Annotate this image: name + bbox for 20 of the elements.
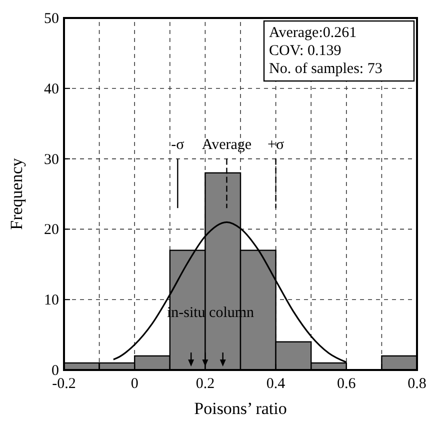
ref-line-label: -σ <box>171 136 184 153</box>
y-axis-title: Frequency <box>7 158 26 230</box>
y-tick-label: 20 <box>44 222 59 238</box>
x-tick-label: 0.8 <box>408 376 426 392</box>
ref-line-label: Average <box>202 136 252 153</box>
x-tick-label: -0.2 <box>52 376 76 392</box>
y-tick-label: 40 <box>44 81 59 98</box>
y-tick-label: 30 <box>44 152 59 168</box>
ref-line-label: +σ <box>268 136 284 153</box>
x-tick-label: 0.2 <box>196 376 215 392</box>
x-tick-label: 0 <box>130 376 138 392</box>
x-tick-label: 0.6 <box>337 376 356 392</box>
y-tick-label: 10 <box>44 292 59 309</box>
y-tick-label: 0 <box>52 363 59 379</box>
annotation: COV: 0.139 <box>269 43 342 59</box>
annotation: Average:0.261 <box>269 25 357 41</box>
x-axis-title: Poisons’ ratio <box>194 399 287 418</box>
x-tick-label: 0.4 <box>266 376 286 392</box>
annotation: No. of samples: 73 <box>269 61 382 77</box>
y-tick-label: 50 <box>44 11 59 27</box>
